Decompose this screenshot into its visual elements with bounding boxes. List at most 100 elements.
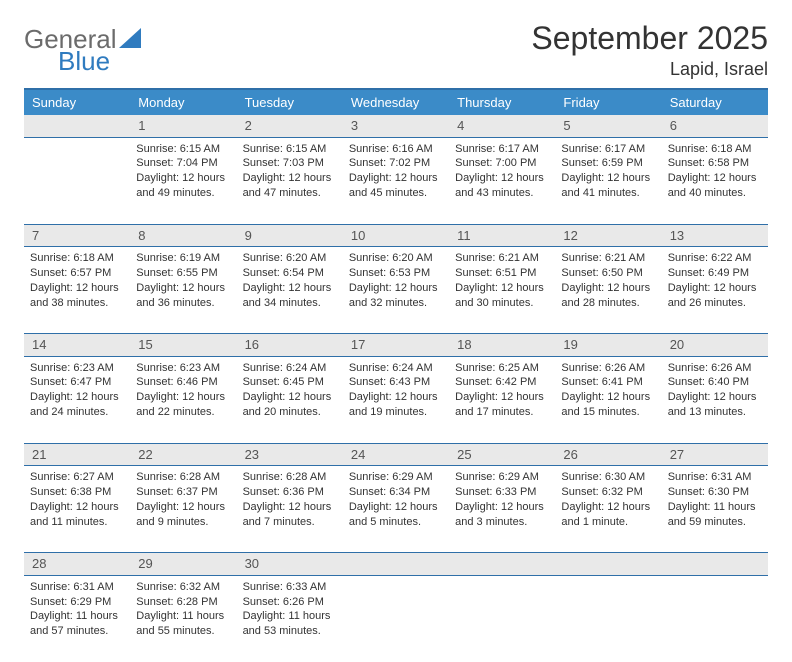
day-cell bbox=[24, 138, 130, 224]
daylight: Daylight: 12 hours and 5 minutes. bbox=[349, 500, 443, 530]
sunrise: Sunrise: 6:29 AM bbox=[455, 470, 549, 485]
week-row: Sunrise: 6:31 AMSunset: 6:29 PMDaylight:… bbox=[24, 576, 768, 662]
day-cell: Sunrise: 6:18 AMSunset: 6:57 PMDaylight:… bbox=[24, 247, 130, 333]
sunrise: Sunrise: 6:15 AM bbox=[136, 142, 230, 157]
sunset: Sunset: 6:54 PM bbox=[243, 266, 337, 281]
day-num: 2 bbox=[237, 115, 343, 137]
sunrise: Sunrise: 6:19 AM bbox=[136, 251, 230, 266]
day-num: 19 bbox=[555, 334, 661, 356]
daylight: Daylight: 12 hours and 40 minutes. bbox=[668, 171, 762, 201]
day-cell bbox=[555, 576, 661, 662]
sunrise: Sunrise: 6:33 AM bbox=[243, 580, 337, 595]
day-num bbox=[343, 553, 449, 575]
header: General Blue September 2025 Lapid, Israe… bbox=[24, 20, 768, 80]
day-num: 11 bbox=[449, 225, 555, 247]
daylight: Daylight: 12 hours and 34 minutes. bbox=[243, 281, 337, 311]
day-cell: Sunrise: 6:15 AMSunset: 7:03 PMDaylight:… bbox=[237, 138, 343, 224]
daylight: Daylight: 12 hours and 22 minutes. bbox=[136, 390, 230, 420]
week-nums: 1 2 3 4 5 6 bbox=[24, 115, 768, 138]
sunrise: Sunrise: 6:26 AM bbox=[561, 361, 655, 376]
sunset: Sunset: 6:50 PM bbox=[561, 266, 655, 281]
day-num: 16 bbox=[237, 334, 343, 356]
sunset: Sunset: 6:58 PM bbox=[668, 156, 762, 171]
daylight: Daylight: 12 hours and 20 minutes. bbox=[243, 390, 337, 420]
sunrise: Sunrise: 6:20 AM bbox=[349, 251, 443, 266]
dow-tuesday: Tuesday bbox=[237, 90, 343, 115]
day-cell: Sunrise: 6:31 AMSunset: 6:30 PMDaylight:… bbox=[662, 466, 768, 552]
daylight: Daylight: 12 hours and 28 minutes. bbox=[561, 281, 655, 311]
sunset: Sunset: 6:42 PM bbox=[455, 375, 549, 390]
daylight: Daylight: 12 hours and 9 minutes. bbox=[136, 500, 230, 530]
day-num: 12 bbox=[555, 225, 661, 247]
day-num: 1 bbox=[130, 115, 236, 137]
daylight: Daylight: 11 hours and 53 minutes. bbox=[243, 609, 337, 639]
day-cell: Sunrise: 6:24 AMSunset: 6:43 PMDaylight:… bbox=[343, 357, 449, 443]
day-cell: Sunrise: 6:29 AMSunset: 6:33 PMDaylight:… bbox=[449, 466, 555, 552]
sunset: Sunset: 6:49 PM bbox=[668, 266, 762, 281]
week-row: Sunrise: 6:15 AMSunset: 7:04 PMDaylight:… bbox=[24, 138, 768, 225]
dow-monday: Monday bbox=[130, 90, 236, 115]
daylight: Daylight: 11 hours and 59 minutes. bbox=[668, 500, 762, 530]
week-row: Sunrise: 6:27 AMSunset: 6:38 PMDaylight:… bbox=[24, 466, 768, 553]
day-cell bbox=[343, 576, 449, 662]
sunrise: Sunrise: 6:26 AM bbox=[668, 361, 762, 376]
daylight: Daylight: 12 hours and 13 minutes. bbox=[668, 390, 762, 420]
day-num bbox=[24, 115, 130, 137]
day-cell: Sunrise: 6:17 AMSunset: 6:59 PMDaylight:… bbox=[555, 138, 661, 224]
sunset: Sunset: 6:43 PM bbox=[349, 375, 443, 390]
sunset: Sunset: 6:32 PM bbox=[561, 485, 655, 500]
day-cell bbox=[449, 576, 555, 662]
day-cell: Sunrise: 6:20 AMSunset: 6:54 PMDaylight:… bbox=[237, 247, 343, 333]
day-num: 24 bbox=[343, 444, 449, 466]
dow-friday: Friday bbox=[555, 90, 661, 115]
day-num: 7 bbox=[24, 225, 130, 247]
daylight: Daylight: 12 hours and 38 minutes. bbox=[30, 281, 124, 311]
day-cell: Sunrise: 6:19 AMSunset: 6:55 PMDaylight:… bbox=[130, 247, 236, 333]
day-cell: Sunrise: 6:16 AMSunset: 7:02 PMDaylight:… bbox=[343, 138, 449, 224]
day-num: 21 bbox=[24, 444, 130, 466]
daylight: Daylight: 12 hours and 41 minutes. bbox=[561, 171, 655, 201]
day-cell: Sunrise: 6:26 AMSunset: 6:41 PMDaylight:… bbox=[555, 357, 661, 443]
daylight: Daylight: 12 hours and 3 minutes. bbox=[455, 500, 549, 530]
sunset: Sunset: 7:03 PM bbox=[243, 156, 337, 171]
daylight: Daylight: 12 hours and 36 minutes. bbox=[136, 281, 230, 311]
sunrise: Sunrise: 6:32 AM bbox=[136, 580, 230, 595]
day-num: 10 bbox=[343, 225, 449, 247]
day-cell: Sunrise: 6:28 AMSunset: 6:36 PMDaylight:… bbox=[237, 466, 343, 552]
sunrise: Sunrise: 6:16 AM bbox=[349, 142, 443, 157]
daylight: Daylight: 12 hours and 49 minutes. bbox=[136, 171, 230, 201]
day-cell: Sunrise: 6:21 AMSunset: 6:50 PMDaylight:… bbox=[555, 247, 661, 333]
week-row: Sunrise: 6:18 AMSunset: 6:57 PMDaylight:… bbox=[24, 247, 768, 334]
day-cell bbox=[662, 576, 768, 662]
day-cell: Sunrise: 6:17 AMSunset: 7:00 PMDaylight:… bbox=[449, 138, 555, 224]
sunrise: Sunrise: 6:15 AM bbox=[243, 142, 337, 157]
sunrise: Sunrise: 6:17 AM bbox=[455, 142, 549, 157]
day-num: 9 bbox=[237, 225, 343, 247]
day-num bbox=[449, 553, 555, 575]
calendar: Sunday Monday Tuesday Wednesday Thursday… bbox=[24, 88, 768, 662]
day-num bbox=[662, 553, 768, 575]
day-num: 8 bbox=[130, 225, 236, 247]
daylight: Daylight: 12 hours and 1 minute. bbox=[561, 500, 655, 530]
day-cell: Sunrise: 6:23 AMSunset: 6:47 PMDaylight:… bbox=[24, 357, 130, 443]
daylight: Daylight: 12 hours and 47 minutes. bbox=[243, 171, 337, 201]
sunset: Sunset: 6:59 PM bbox=[561, 156, 655, 171]
week-nums: 7 8 9 10 11 12 13 bbox=[24, 225, 768, 248]
day-cell: Sunrise: 6:23 AMSunset: 6:46 PMDaylight:… bbox=[130, 357, 236, 443]
sunset: Sunset: 7:00 PM bbox=[455, 156, 549, 171]
sunrise: Sunrise: 6:31 AM bbox=[30, 580, 124, 595]
day-cell: Sunrise: 6:15 AMSunset: 7:04 PMDaylight:… bbox=[130, 138, 236, 224]
sunset: Sunset: 6:41 PM bbox=[561, 375, 655, 390]
sunset: Sunset: 6:30 PM bbox=[668, 485, 762, 500]
brand-word2: Blue bbox=[58, 48, 141, 74]
week-nums: 28 29 30 bbox=[24, 553, 768, 576]
sunset: Sunset: 6:28 PM bbox=[136, 595, 230, 610]
day-num: 17 bbox=[343, 334, 449, 356]
day-num: 25 bbox=[449, 444, 555, 466]
sunset: Sunset: 6:40 PM bbox=[668, 375, 762, 390]
day-num: 22 bbox=[130, 444, 236, 466]
daylight: Daylight: 12 hours and 19 minutes. bbox=[349, 390, 443, 420]
location: Lapid, Israel bbox=[531, 59, 768, 80]
sunset: Sunset: 6:36 PM bbox=[243, 485, 337, 500]
sunset: Sunset: 6:45 PM bbox=[243, 375, 337, 390]
